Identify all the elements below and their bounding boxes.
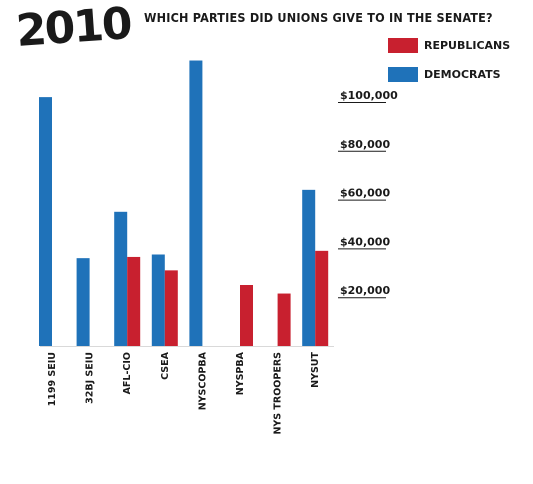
legend-label-republicans: REPUBLICANS <box>424 38 511 52</box>
legend-item-democrats: DEMOCRATS <box>388 65 510 83</box>
legend-label-democrats: DEMOCRATS <box>424 67 501 81</box>
legend-item-republicans: REPUBLICANS <box>388 36 510 54</box>
bar-republicans-nys-troopers <box>277 293 291 346</box>
bar-republicans-csea <box>164 270 178 346</box>
bar-democrats-nysut <box>302 189 316 346</box>
bar-republicans-nysut <box>315 250 329 346</box>
bar-republicans-nyspba <box>240 285 253 346</box>
x-tick-label-nyscopba: NYSCOPBA <box>197 351 208 410</box>
chart-title: WHICH PARTIES DID UNIONS GIVE TO IN THE … <box>144 10 493 25</box>
bar-democrats-1199-seiu <box>39 97 52 347</box>
y-tick-label-40000: $40,000 <box>340 235 390 248</box>
x-tick-label-csea: CSEA <box>160 351 171 379</box>
chart-legend: REPUBLICANS DEMOCRATS <box>388 36 510 94</box>
bar-democrats-csea <box>151 254 165 346</box>
legend-swatch-democrats <box>388 66 418 82</box>
bar-republicans-afl-cio <box>127 256 141 346</box>
bar-democrats-32bj-seiu <box>76 258 90 346</box>
x-tick-label-32bj-seiu: 32BJ SEIU <box>85 352 96 404</box>
y-tick-label-80000: $80,000 <box>340 138 390 151</box>
x-tick-label-1199-seiu: 1199 SEIU <box>47 352 58 406</box>
x-tick-label-nysut: NYSUT <box>310 351 321 387</box>
x-tick-label-nyspba: NYSPBA <box>235 351 246 395</box>
y-tick-label-100000: $100,000 <box>340 89 398 102</box>
y-tick-label-60000: $60,000 <box>340 187 390 200</box>
x-tick-label-nys-troopers: NYS TROOPERS <box>273 352 284 435</box>
x-tick-label-afl-cio: AFL-CIO <box>122 352 133 394</box>
bar-democrats-nyscopba <box>189 60 203 347</box>
bar-democrats-afl-cio <box>114 211 128 346</box>
y-tick-label-20000: $20,000 <box>340 284 390 297</box>
legend-swatch-republicans <box>388 37 418 53</box>
